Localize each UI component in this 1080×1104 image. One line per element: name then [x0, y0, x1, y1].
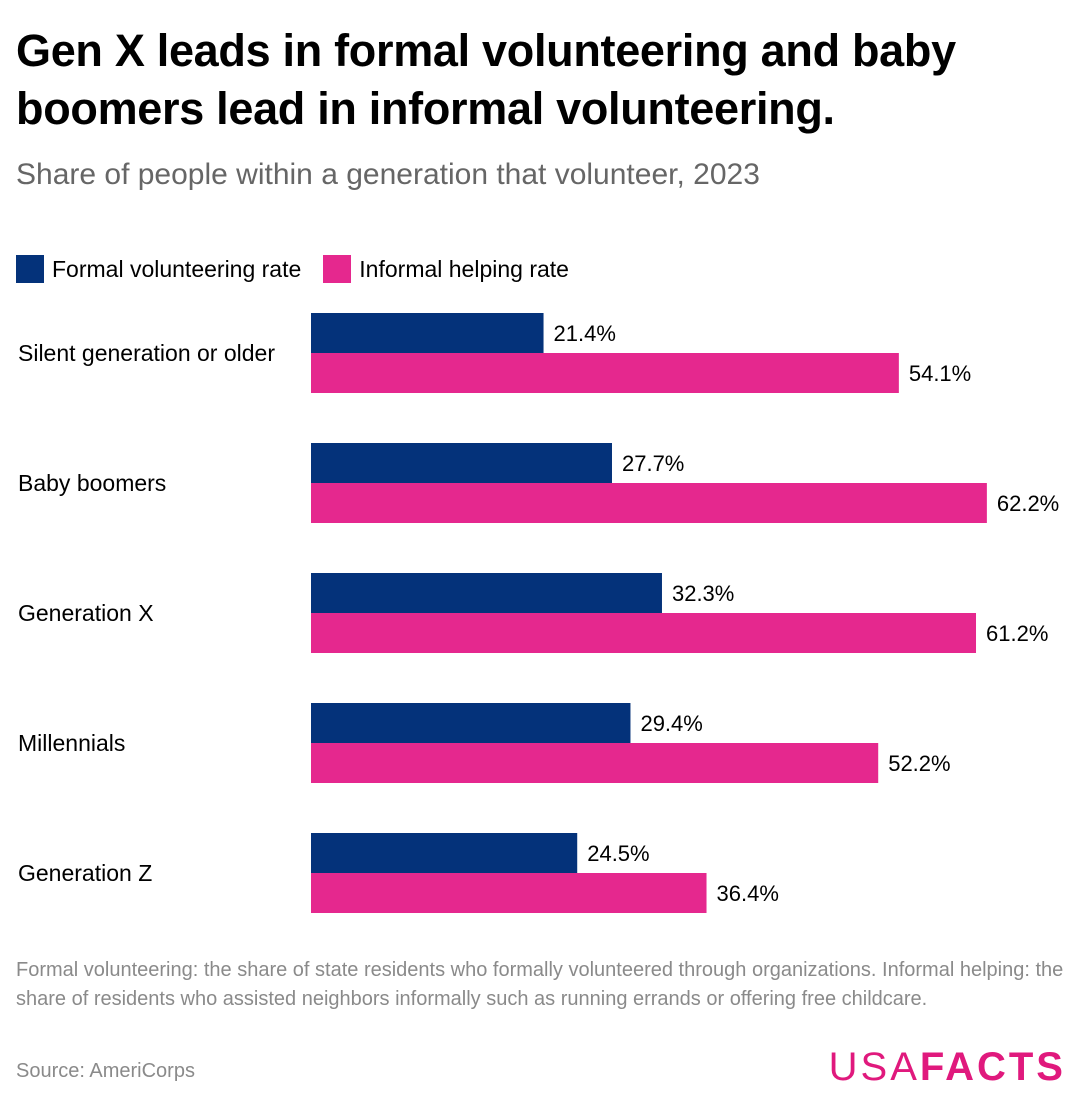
category-label: Silent generation or older: [18, 340, 275, 366]
footnote: Formal volunteering: the share of state …: [16, 959, 1064, 1010]
bar-formal: [311, 833, 578, 873]
chart-subtitle: Share of people within a generation that…: [16, 158, 760, 191]
category-label: Generation X: [18, 600, 154, 626]
bar-informal: [311, 873, 707, 913]
legend-swatch-informal: [323, 255, 352, 283]
usafacts-logo: USAFACTS: [829, 1042, 1066, 1092]
bar-formal: [311, 443, 612, 483]
logo-part-facts: FACTS: [919, 1045, 1066, 1089]
bar-informal: [311, 353, 899, 393]
data-label: 27.7%: [622, 451, 684, 476]
source-note: Source: AmeriCorps: [16, 1060, 195, 1082]
data-label: 36.4%: [717, 881, 779, 906]
bar-informal: [311, 743, 879, 783]
bar-chart: Silent generation or older 21.4% 54.1% Baby…: [18, 313, 1059, 913]
bar-formal: [311, 313, 544, 353]
legend-label-informal: Informal helping rate: [359, 255, 569, 282]
legend: Formal volunteering rate Informal helpin…: [16, 253, 591, 285]
category-label: Baby boomers: [18, 470, 166, 496]
category-label: Generation Z: [18, 860, 152, 886]
bar-informal: [311, 613, 977, 653]
data-label: 52.2%: [888, 751, 950, 776]
legend-label-formal: Formal volunteering rate: [52, 255, 302, 282]
legend-swatch-formal: [16, 255, 44, 283]
data-label: 54.1%: [909, 361, 971, 386]
data-label: 32.3%: [672, 581, 734, 606]
bar-formal: [311, 703, 631, 743]
data-label: 61.2%: [986, 621, 1048, 646]
bar-formal: [311, 573, 662, 613]
logo-part-usa: USA: [828, 1045, 920, 1089]
category-label: Millennials: [18, 730, 125, 756]
data-label: 21.4%: [554, 321, 616, 346]
legend-item-informal: Informal helping rate: [323, 255, 569, 283]
data-label: 62.2%: [997, 491, 1059, 516]
chart-title: Gen X leads in formal volunteering and b…: [16, 25, 956, 134]
data-label: 29.4%: [640, 711, 702, 736]
bar-informal: [311, 483, 987, 523]
data-label: 24.5%: [587, 841, 649, 866]
legend-item-formal: Formal volunteering rate: [16, 255, 301, 283]
